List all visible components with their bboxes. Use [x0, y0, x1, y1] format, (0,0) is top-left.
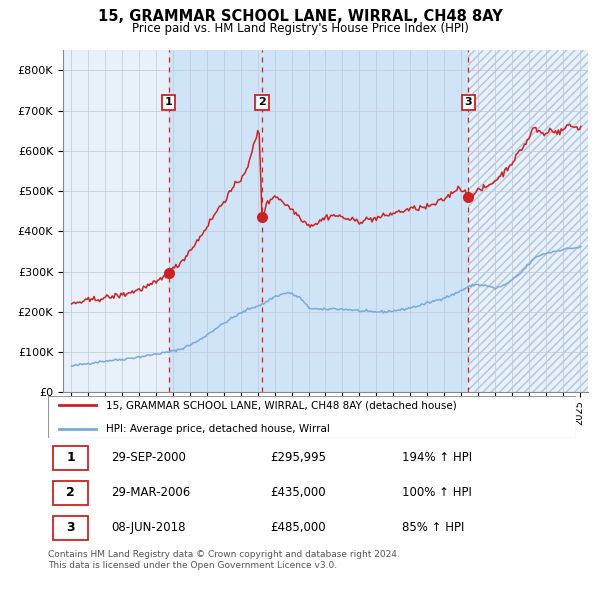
Text: £295,995: £295,995	[270, 451, 326, 464]
FancyBboxPatch shape	[53, 481, 88, 505]
Bar	[169, 50, 469, 392]
Text: 3: 3	[66, 521, 75, 534]
Text: 1: 1	[66, 451, 75, 464]
Text: Contains HM Land Registry data © Crown copyright and database right 2024.: Contains HM Land Registry data © Crown c…	[48, 550, 400, 559]
Bar	[469, 50, 596, 392]
Text: 1: 1	[165, 97, 173, 107]
Text: Price paid vs. HM Land Registry's House Price Index (HPI): Price paid vs. HM Land Registry's House …	[131, 22, 469, 35]
Text: 08-JUN-2018: 08-JUN-2018	[112, 521, 186, 534]
Text: 2: 2	[66, 486, 75, 499]
Text: 100% ↑ HPI: 100% ↑ HPI	[402, 486, 472, 499]
Text: 15, GRAMMAR SCHOOL LANE, WIRRAL, CH48 8AY: 15, GRAMMAR SCHOOL LANE, WIRRAL, CH48 8A…	[98, 9, 502, 24]
Text: £485,000: £485,000	[270, 521, 325, 534]
Text: This data is licensed under the Open Government Licence v3.0.: This data is licensed under the Open Gov…	[48, 560, 337, 569]
FancyBboxPatch shape	[53, 446, 88, 470]
Text: 3: 3	[464, 97, 472, 107]
Text: 29-MAR-2006: 29-MAR-2006	[112, 486, 191, 499]
Text: 2: 2	[258, 97, 266, 107]
Text: £435,000: £435,000	[270, 486, 325, 499]
Text: HPI: Average price, detached house, Wirral: HPI: Average price, detached house, Wirr…	[106, 424, 330, 434]
Text: 194% ↑ HPI: 194% ↑ HPI	[402, 451, 472, 464]
Text: 15, GRAMMAR SCHOOL LANE, WIRRAL, CH48 8AY (detached house): 15, GRAMMAR SCHOOL LANE, WIRRAL, CH48 8A…	[106, 400, 457, 410]
Text: 85% ↑ HPI: 85% ↑ HPI	[402, 521, 464, 534]
Text: 29-SEP-2000: 29-SEP-2000	[112, 451, 186, 464]
FancyBboxPatch shape	[53, 516, 88, 540]
